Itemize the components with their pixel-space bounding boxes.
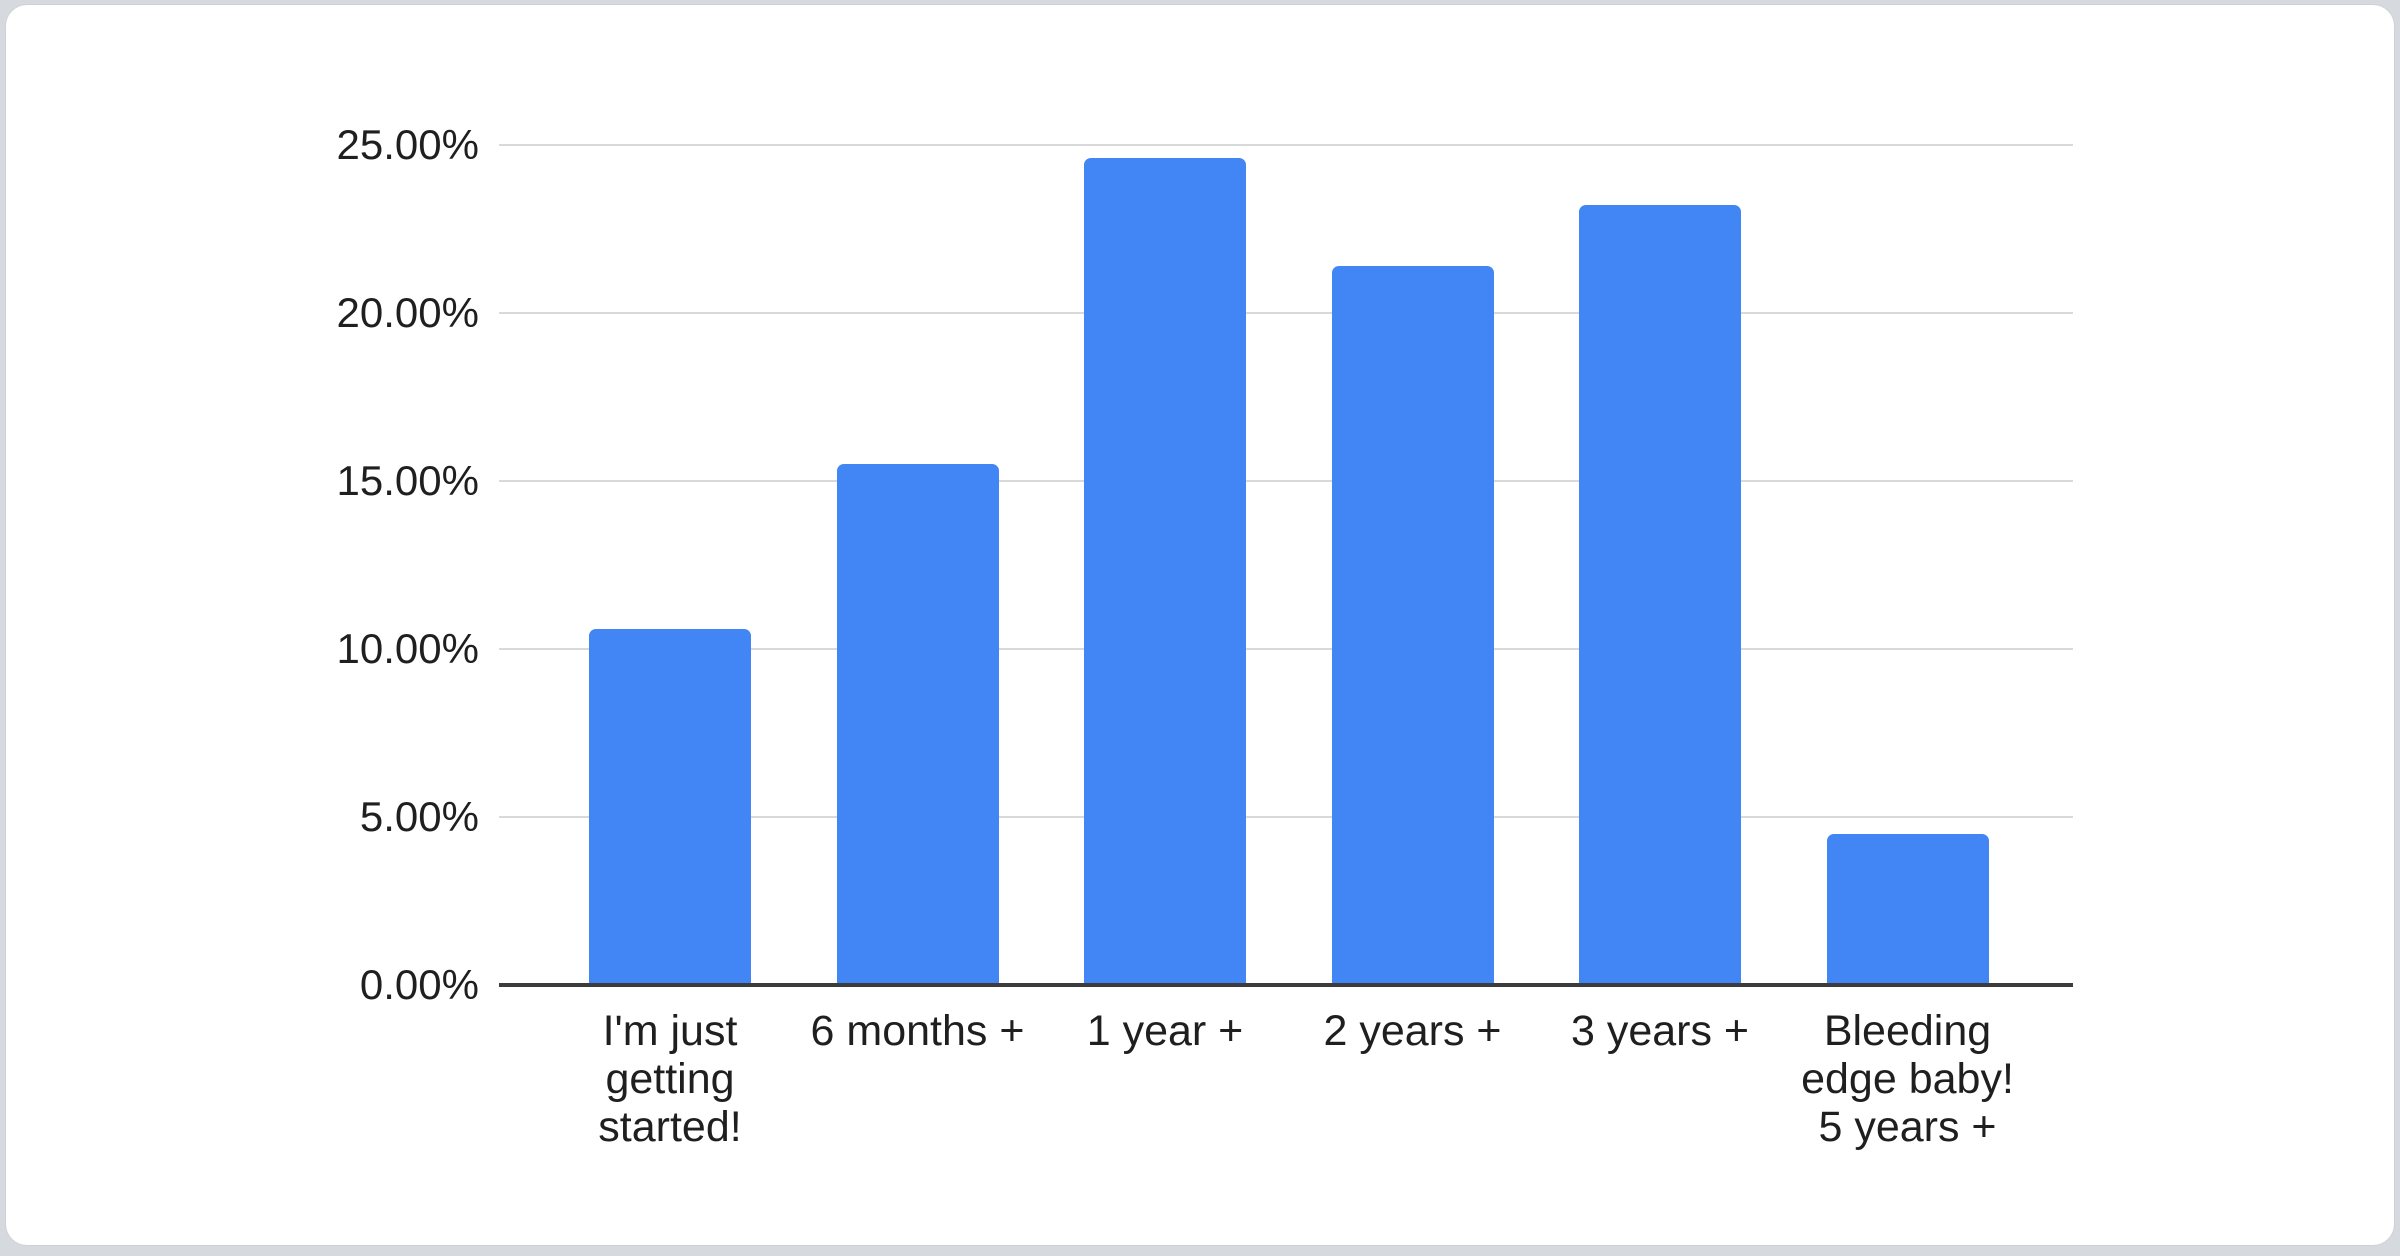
x-axis-category-label: 1 year +: [1086, 1007, 1244, 1055]
x-axis-category-label: 3 years +: [1570, 1007, 1750, 1055]
bar-2[interactable]: [836, 464, 999, 985]
bar-chart: 0.00% 5.00% 10.00% 15.00% 20.00% 25.00% I'm ju…: [6, 5, 2394, 1245]
y-axis-tick-label: 10.00%: [336, 625, 479, 672]
bar-3[interactable]: [1084, 158, 1246, 985]
y-gridline: [499, 480, 2073, 482]
bar-4[interactable]: [1331, 265, 1494, 985]
x-axis-category-label: 2 years +: [1323, 1007, 1502, 1055]
y-axis-tick-label: 15.00%: [336, 457, 479, 504]
y-axis-tick-label: 5.00%: [359, 793, 479, 840]
x-axis-category-label: Bleeding edge baby! 5 years +: [1801, 1007, 2014, 1151]
y-axis-tick-label: 0.00%: [359, 961, 479, 1008]
y-gridline: [499, 648, 2073, 650]
y-gridline: [499, 144, 2073, 146]
bar-6[interactable]: [1826, 833, 1989, 985]
x-axis-line: [499, 983, 2073, 987]
x-axis-category-label: 6 months +: [810, 1007, 1025, 1055]
x-axis-category-label: I'm just getting started!: [598, 1007, 742, 1151]
bar-5[interactable]: [1579, 205, 1741, 985]
y-gridline: [499, 312, 2073, 314]
y-axis-tick-label: 25.00%: [336, 121, 479, 168]
y-gridline: [499, 816, 2073, 818]
chart-card: 0.00% 5.00% 10.00% 15.00% 20.00% 25.00% I'm ju…: [5, 4, 2395, 1246]
y-axis-tick-label: 20.00%: [336, 289, 479, 336]
bar-1[interactable]: [589, 628, 751, 985]
